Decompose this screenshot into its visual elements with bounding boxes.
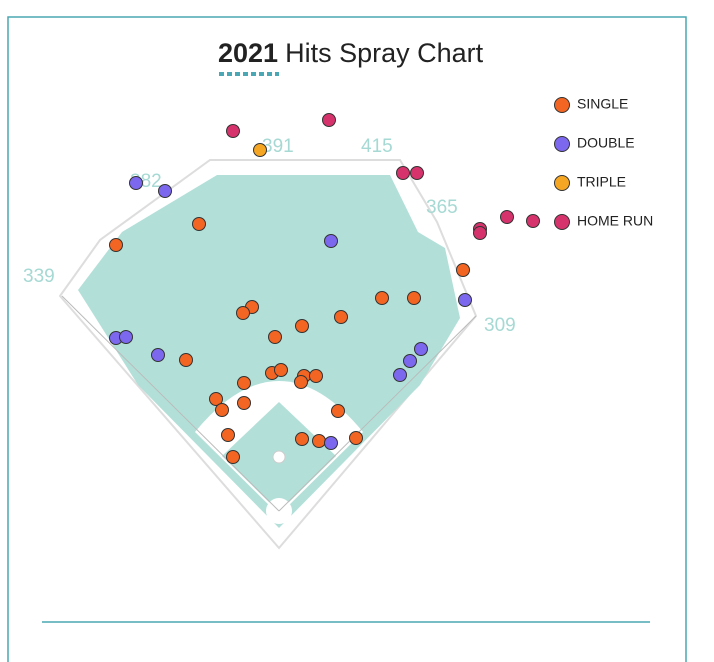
fence-distance: 415 xyxy=(361,136,393,157)
legend: SINGLE DOUBLE TRIPLE HOME RUN xyxy=(554,96,653,230)
legend-label: TRIPLE xyxy=(577,174,626,190)
foul-line xyxy=(278,315,477,512)
hit-point xyxy=(226,124,240,138)
hit-point xyxy=(237,376,251,390)
frame xyxy=(7,16,687,662)
hit-point xyxy=(295,432,309,446)
legend-marker xyxy=(554,136,570,152)
hit-point xyxy=(226,450,240,464)
legend-marker xyxy=(554,97,570,113)
legend-marker xyxy=(554,175,570,191)
fence-distance: 339 xyxy=(23,266,55,287)
foul-line xyxy=(61,295,280,512)
fence-distance: 365 xyxy=(426,197,458,218)
hit-point xyxy=(407,291,421,305)
hit-point xyxy=(526,214,540,228)
mound xyxy=(272,450,286,464)
hit-point xyxy=(109,238,123,252)
card-border xyxy=(7,16,687,662)
hit-point xyxy=(192,217,206,231)
hit-point xyxy=(268,330,282,344)
hit-point xyxy=(215,403,229,417)
hit-point xyxy=(179,353,193,367)
hit-point xyxy=(403,354,417,368)
outfield-grass xyxy=(78,175,460,528)
hit-point xyxy=(324,234,338,248)
hit-point xyxy=(129,176,143,190)
points xyxy=(109,113,540,464)
fence-distance: 309 xyxy=(484,315,516,336)
hit-point xyxy=(209,392,223,406)
hit-point xyxy=(410,166,424,180)
legend-label: SINGLE xyxy=(577,96,628,112)
hit-point xyxy=(331,404,345,418)
hit-point xyxy=(274,363,288,377)
legend-marker xyxy=(554,214,570,230)
hit-point xyxy=(500,210,514,224)
legend-label: DOUBLE xyxy=(577,135,635,151)
hit-point xyxy=(119,330,133,344)
hit-point xyxy=(456,263,470,277)
hit-point xyxy=(312,434,326,448)
hit-point xyxy=(295,319,309,333)
hit-point xyxy=(158,184,172,198)
hit-point xyxy=(458,293,472,307)
hit-point xyxy=(253,143,267,157)
hit-point xyxy=(322,113,336,127)
hit-point xyxy=(151,348,165,362)
hit-point xyxy=(375,291,389,305)
title-text: Hits Spray Chart xyxy=(285,38,484,68)
hit-point xyxy=(324,436,338,450)
hit-point xyxy=(221,428,235,442)
title-year: 2021 xyxy=(218,38,278,68)
chart-title: 2021 Hits Spray Chart xyxy=(218,38,484,68)
hit-point xyxy=(473,226,487,240)
hit-point xyxy=(334,310,348,324)
field xyxy=(58,159,478,550)
hit-point xyxy=(237,396,251,410)
hit-point xyxy=(393,368,407,382)
hit-point xyxy=(294,375,308,389)
fence-distance: 391 xyxy=(262,136,294,157)
legend-label: HOME RUN xyxy=(577,213,653,229)
hit-point xyxy=(236,306,250,320)
hit-point xyxy=(396,166,410,180)
hit-point xyxy=(349,431,363,445)
hit-point xyxy=(414,342,428,356)
hit-point xyxy=(309,369,323,383)
